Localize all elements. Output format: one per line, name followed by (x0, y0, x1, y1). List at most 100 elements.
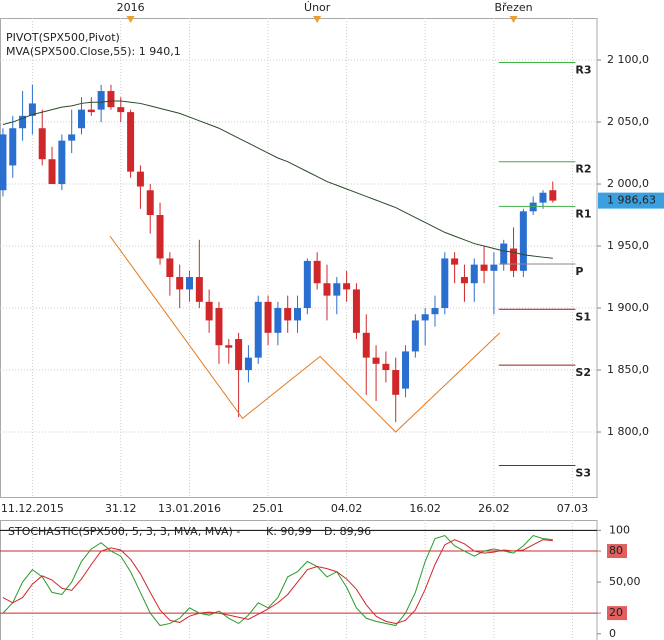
candle-body (402, 351, 410, 389)
candle-body (19, 115, 27, 129)
candle-body (225, 345, 233, 348)
top-tick-label: Březen (494, 1, 532, 14)
x-tick-label: 04.02 (331, 502, 363, 515)
candle-body (146, 190, 154, 216)
candle-body (186, 277, 194, 290)
x-tick-label: 31.12 (105, 502, 137, 515)
top-tick-marker (509, 16, 518, 23)
candle-body (549, 190, 557, 201)
candle-body (68, 134, 76, 141)
plot-area (0, 18, 598, 498)
candle-body (97, 91, 105, 110)
x-tick-label: 25.01 (252, 502, 284, 515)
moving-average (2, 100, 553, 259)
candle-body (411, 320, 419, 352)
top-tick-marker (313, 16, 322, 23)
y-tick-label: 1 800,0 (607, 425, 649, 438)
y-tick-label: 1 850,0 (607, 363, 649, 376)
candle-body (254, 301, 262, 358)
candle-body (264, 301, 272, 333)
candle-body (313, 260, 321, 284)
candle-body (48, 159, 56, 185)
x-tick-label: 07.03 (557, 502, 589, 515)
x-tick-label: 11.12.2015 (1, 502, 64, 515)
pivot-label: S3 (575, 467, 591, 480)
x-tick-label: 26.02 (478, 502, 510, 515)
y-tick-label: 1 900,0 (607, 301, 649, 314)
legend-text: PIVOT(SPX500,Pivot) (6, 31, 120, 44)
top-tick-marker (126, 16, 135, 23)
candle-body (303, 260, 311, 309)
candle-body (215, 308, 223, 346)
candle-body (136, 171, 144, 187)
pivot-label: P (575, 265, 583, 278)
candle-body (460, 277, 468, 284)
candle-body (510, 248, 518, 271)
candle-body (235, 339, 243, 371)
y-tick-label: 2 000,0 (607, 177, 649, 190)
candle-body (274, 308, 282, 333)
candle-body (244, 357, 252, 371)
legend-text: K: 90,99 (266, 525, 312, 538)
candle-body (451, 258, 459, 265)
y-tick-label: 50,00 (609, 575, 641, 588)
y-tick-label: 100 (609, 523, 630, 536)
candle-body (431, 308, 439, 315)
candle-body (362, 332, 370, 358)
candle-body (166, 258, 174, 278)
candle-body (294, 308, 302, 321)
candle-body (352, 289, 360, 333)
candle-body (107, 91, 115, 108)
price-tag (598, 192, 664, 209)
candle-body (382, 363, 390, 371)
top-tick-label: 2016 (117, 1, 145, 14)
candle-body (539, 192, 547, 203)
candle-body (0, 134, 7, 191)
tick-label-bg (607, 606, 627, 621)
candle-body (343, 283, 351, 290)
candle-body (421, 314, 429, 321)
candle-body (38, 128, 46, 160)
candle-body (323, 283, 331, 296)
candle-body (156, 215, 164, 259)
candle-body (480, 264, 488, 271)
y-tick-label: 80 (609, 544, 623, 557)
candle-body (470, 264, 478, 284)
candle-body (28, 103, 36, 116)
y-tick-label: 2 100,0 (607, 53, 649, 66)
stochastic-line (2, 534, 553, 627)
price-tag-label: 1 986,63 (607, 194, 656, 207)
candle-body (117, 107, 125, 113)
candle-body (490, 264, 498, 271)
candle-body (500, 243, 508, 265)
y-tick-label: 1 950,0 (607, 239, 649, 252)
candle-body (176, 277, 184, 290)
candle-body (333, 283, 341, 296)
candle-body (127, 112, 135, 172)
y-tick-label: 2 050,0 (607, 115, 649, 128)
tick-label-bg (607, 544, 627, 559)
y-tick-label: 20 (609, 606, 623, 619)
candle-body (284, 308, 292, 321)
pivot-label: R2 (575, 163, 591, 176)
pivot-label: R3 (575, 64, 591, 77)
candle-body (392, 370, 400, 395)
candle-body (519, 211, 527, 271)
pattern-line (109, 235, 501, 433)
candle-body (205, 301, 213, 321)
y-tick-label: 0 (609, 627, 616, 640)
pivot-label: S2 (575, 366, 591, 379)
candle-body (441, 258, 449, 309)
pivot-label: R1 (575, 207, 591, 220)
candle-body (87, 109, 95, 113)
legend-text: D: 89,96 (324, 525, 371, 538)
candle-body (58, 140, 66, 185)
indicator-title: STOCHASTIC(SPX500, 5, 3, 3, MVA, MVA) - (8, 525, 240, 538)
candle-body (372, 357, 380, 364)
x-tick-label: 16.02 (409, 502, 441, 515)
candle-body (77, 109, 85, 129)
candle-body (529, 202, 537, 212)
x-tick-label: 13.01.2016 (158, 502, 221, 515)
legend-text: MVA(SPX500.Close,55): 1 940,1 (6, 45, 181, 58)
